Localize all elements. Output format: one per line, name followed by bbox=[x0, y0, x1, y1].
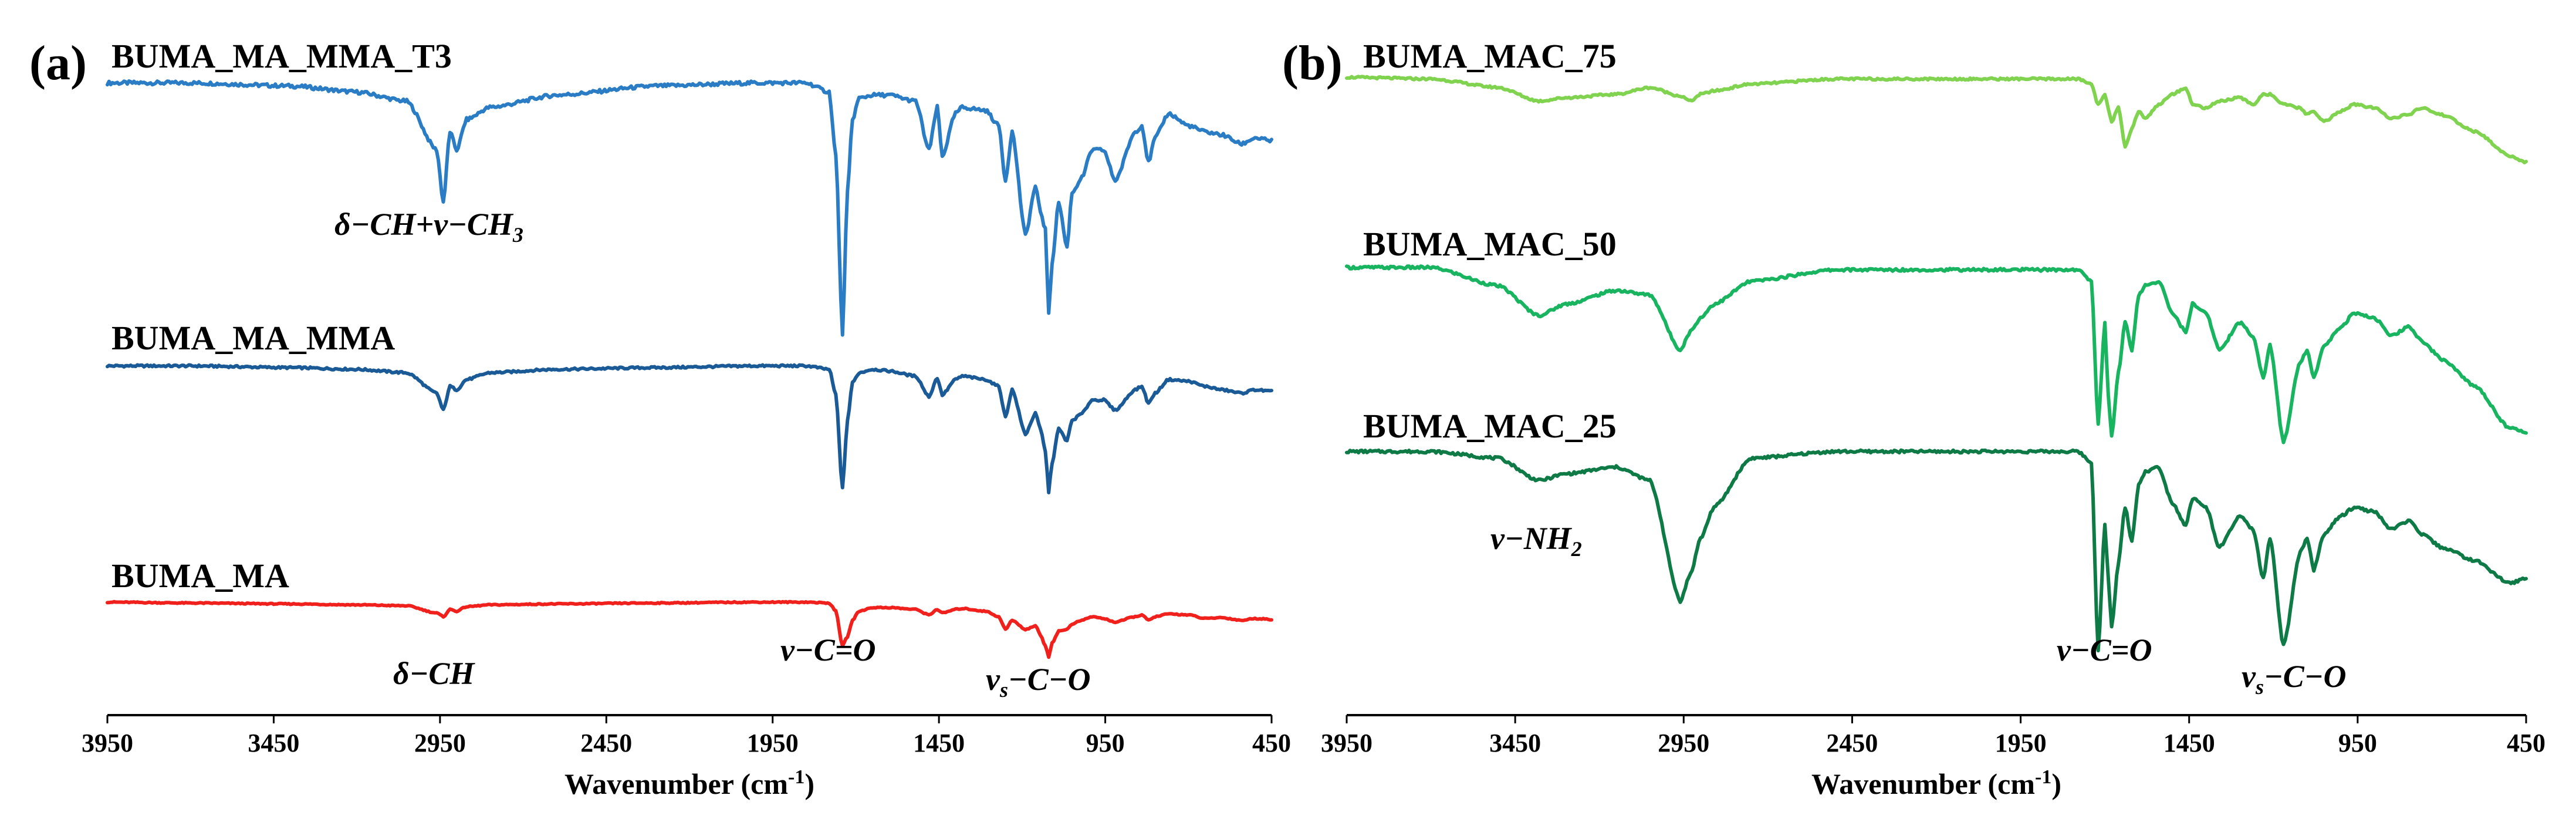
series-label: BUMA_MA bbox=[111, 557, 289, 595]
x-tick-label: 450 bbox=[2507, 729, 2545, 757]
spectrum-line bbox=[106, 363, 1273, 494]
x-tick-label: 2450 bbox=[1826, 729, 1878, 757]
spectrum-line bbox=[1345, 448, 2528, 653]
x-tick-label: 2450 bbox=[580, 729, 632, 757]
series-label: BUMA_MAC_75 bbox=[1363, 37, 1617, 75]
panel-label: (a) bbox=[29, 36, 87, 90]
x-tick-label: 2950 bbox=[414, 729, 466, 757]
x-tick-label: 1950 bbox=[1995, 729, 2047, 757]
x-tick-label: 1450 bbox=[2163, 729, 2215, 757]
x-axis-title: Wavenumber (cm-1) bbox=[564, 766, 814, 800]
series-label: BUMA_MA_MMA_T3 bbox=[111, 37, 452, 75]
series-label: BUMA_MA_MMA bbox=[111, 319, 395, 357]
panel-a: (a) BUMA_MA_MMA_T3 BUMA_MA_MMA BUMA_MA δ−CH+… bbox=[29, 36, 1291, 800]
x-tick-label: 1450 bbox=[913, 729, 965, 757]
x-tick-label: 950 bbox=[2338, 729, 2377, 757]
spectrum-line bbox=[1345, 75, 2528, 164]
panel-b: (b) BUMA_MAC_75 BUMA_MAC_50 BUMA_MAC_25 ν−NH… bbox=[1282, 36, 2545, 800]
x-tick-label: 950 bbox=[1086, 729, 1125, 757]
spectrum-line bbox=[1345, 264, 2528, 444]
series-label: BUMA_MAC_25 bbox=[1363, 407, 1617, 445]
peak-annotation: νs−C−O bbox=[2242, 659, 2346, 699]
series-label: BUMA_MAC_50 bbox=[1363, 225, 1617, 263]
peak-annotation: νs−C−O bbox=[986, 662, 1090, 702]
x-tick-label: 2950 bbox=[1658, 729, 1709, 757]
panel-label: (b) bbox=[1282, 36, 1343, 90]
x-tick-label: 1950 bbox=[747, 729, 799, 757]
peak-annotation: ν−NH2 bbox=[1490, 521, 1582, 561]
spectrum-line bbox=[106, 79, 1273, 337]
x-tick-label: 3950 bbox=[1321, 729, 1372, 757]
x-tick-label: 3950 bbox=[82, 729, 133, 757]
x-tick-label: 3450 bbox=[248, 729, 299, 757]
peak-annotation: δ−CH+ν−CH3 bbox=[334, 207, 523, 247]
x-tick-label: 3450 bbox=[1489, 729, 1541, 757]
x-axis-title: Wavenumber (cm-1) bbox=[1811, 766, 2061, 800]
peak-annotation: ν−C=O bbox=[2057, 632, 2152, 668]
spectrum-line bbox=[106, 599, 1273, 659]
x-tick-label: 450 bbox=[1252, 729, 1291, 757]
peak-annotation: ν−C=O bbox=[780, 632, 875, 668]
peak-annotation: δ−CH bbox=[393, 656, 475, 691]
